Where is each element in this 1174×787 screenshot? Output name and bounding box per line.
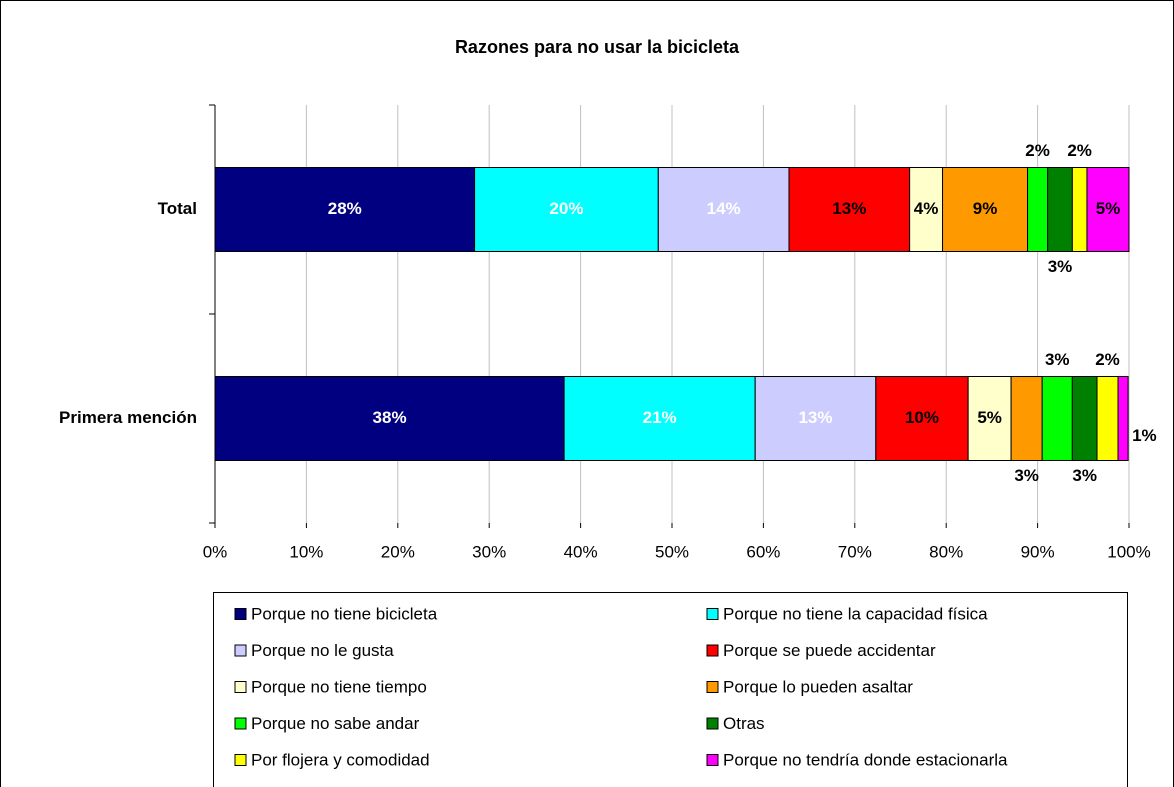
bar-segment — [214, 376, 565, 461]
bar-segment — [1096, 376, 1119, 461]
legend-label: Porque se puede accidentar — [723, 641, 936, 660]
value-label: 5% — [1096, 199, 1121, 218]
x-tick-label: 80% — [929, 542, 963, 561]
x-tick-label: 0% — [203, 542, 228, 561]
x-tick-label: 30% — [472, 542, 506, 561]
bar-segment — [1027, 167, 1049, 252]
legend-label: Porque no sabe andar — [251, 714, 420, 733]
value-label: 2% — [1095, 350, 1120, 369]
value-label: 1% — [1132, 426, 1157, 445]
x-tick-label: 60% — [746, 542, 780, 561]
legend-label: Por flojera y comodidad — [251, 750, 430, 769]
value-label: 13% — [798, 408, 832, 427]
legend-swatch — [706, 754, 719, 766]
legend-label: Porque no le gusta — [251, 641, 394, 660]
x-tick-label: 90% — [1021, 542, 1055, 561]
value-label: 3% — [1072, 466, 1097, 485]
x-tick-label: 40% — [564, 542, 598, 561]
legend-label: Porque lo pueden asaltar — [723, 677, 913, 696]
bar-segment — [1071, 167, 1088, 252]
value-label: 20% — [549, 199, 583, 218]
value-label: 2% — [1025, 141, 1050, 160]
legend-swatch — [234, 681, 247, 693]
bar-segment — [1086, 167, 1130, 252]
bar-segment — [942, 167, 1029, 252]
legend-swatch — [234, 608, 247, 620]
legend-swatch — [706, 644, 719, 657]
legend-swatch — [706, 681, 719, 693]
legend-label: Otras — [723, 714, 765, 733]
legend-label: Porque no tendría donde estacionarla — [723, 750, 1008, 769]
legend-label: Porque no tiene bicicleta — [251, 604, 438, 623]
legend-swatch — [706, 608, 719, 620]
value-label: 38% — [373, 408, 407, 427]
bar-segment — [1071, 376, 1098, 461]
bar-segment — [563, 376, 756, 461]
bar-segment — [214, 167, 476, 252]
legend-label: Porque no tiene la capacidad física — [723, 604, 988, 623]
bar-segment — [875, 376, 969, 461]
legend-label: Porque no tiene tiempo — [251, 677, 427, 696]
value-label: 5% — [977, 408, 1002, 427]
value-label: 10% — [905, 408, 939, 427]
bar-segment — [1010, 376, 1043, 461]
value-label: 14% — [707, 199, 741, 218]
bar-segment — [909, 167, 944, 252]
legend-swatch — [706, 717, 719, 730]
x-tick-label: 10% — [289, 542, 323, 561]
value-label: 2% — [1067, 141, 1092, 160]
y-tick-label: Primera mención — [59, 408, 197, 427]
value-label: 3% — [1048, 257, 1073, 276]
bar-segment — [967, 376, 1012, 461]
bar-segment — [657, 167, 790, 252]
bar-segment — [474, 167, 659, 252]
value-label: 3% — [1045, 350, 1070, 369]
value-label: 21% — [643, 408, 677, 427]
bar-segment — [1041, 376, 1073, 461]
value-label: 3% — [1014, 466, 1039, 485]
bar-segment — [1047, 167, 1073, 252]
x-tick-label: 20% — [381, 542, 415, 561]
value-label: 9% — [973, 199, 998, 218]
x-tick-label: 50% — [655, 542, 689, 561]
bar-segment — [754, 376, 877, 461]
legend-swatch — [234, 754, 247, 766]
x-tick-label: 70% — [838, 542, 872, 561]
legend-swatch — [234, 644, 247, 657]
legend-swatch — [234, 717, 247, 730]
value-label: 13% — [832, 199, 866, 218]
value-label: 4% — [914, 199, 939, 218]
x-tick-label: 100% — [1107, 542, 1150, 561]
legend-box — [213, 592, 1128, 787]
y-tick-label: Total — [158, 199, 197, 218]
value-label: 28% — [328, 199, 362, 218]
bar-segment — [1117, 376, 1129, 461]
chart-title: Razones para no usar la bicicleta — [455, 37, 740, 57]
